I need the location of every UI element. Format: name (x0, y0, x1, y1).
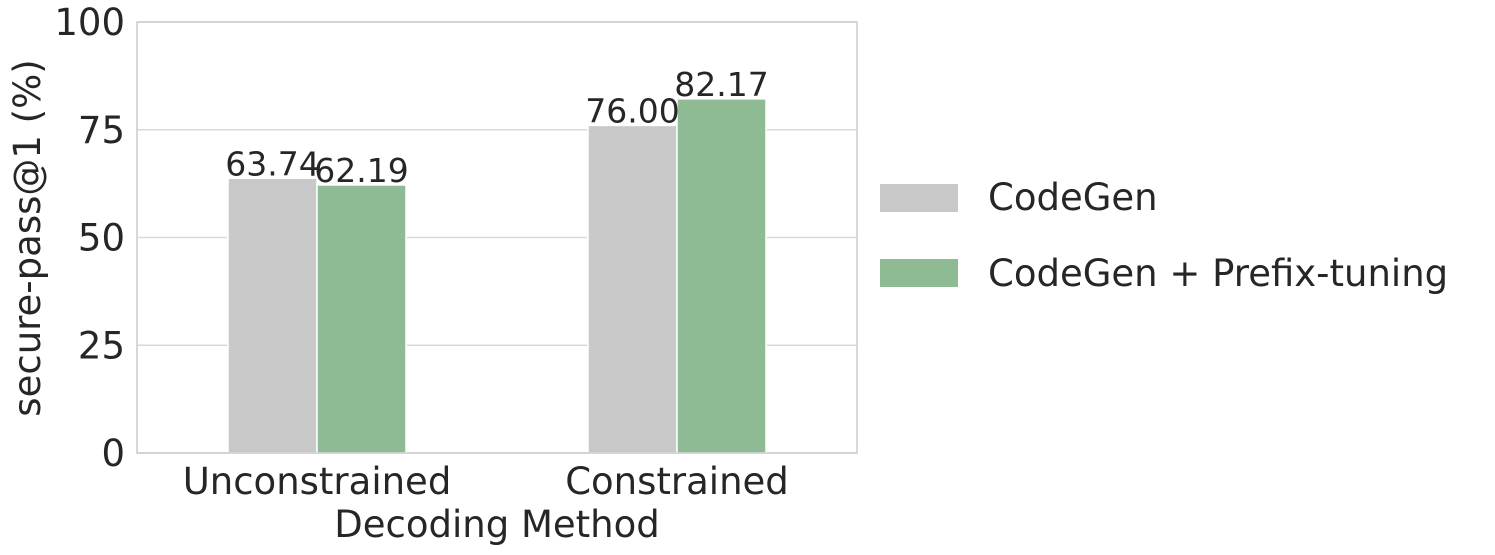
legend-label-codegen-prefix-tuning: CodeGen + Prefix-tuning (988, 252, 1448, 295)
x-tick-label-unconstrained: Unconstrained (183, 460, 452, 503)
x-axis-label: Decoding Method (334, 503, 659, 546)
y-tick-label: 50 (78, 217, 125, 260)
legend-swatch-codegen-prefix-tuning (880, 259, 958, 287)
legend-label-codegen: CodeGen (988, 176, 1158, 219)
value-label-codegen-prefix-tuning-constrained: 82.17 (674, 65, 768, 104)
x-axis-ticks: Unconstrained Constrained (183, 460, 789, 503)
legend-swatch-codegen (880, 184, 958, 212)
value-label-codegen-constrained: 76.00 (585, 91, 679, 130)
bars (227, 98, 767, 454)
y-axis-ticks: 0 25 50 75 100 (54, 1, 125, 475)
legend: CodeGen CodeGen + Prefix-tuning (880, 176, 1448, 295)
plot-frame (136, 21, 858, 454)
bar-codegen-constrained (587, 124, 678, 454)
value-label-codegen-prefix-tuning-unconstrained: 62.19 (314, 151, 408, 190)
y-tick-label: 75 (78, 109, 125, 152)
y-tick-label: 25 (78, 324, 125, 367)
bar-codegen-unconstrained (227, 177, 318, 454)
y-axis-label: secure-pass@1 (%) (6, 59, 49, 416)
bar-codegen-prefix-tuning-constrained (676, 98, 767, 454)
y-tick-label: 0 (101, 432, 125, 475)
x-tick-label-constrained: Constrained (565, 460, 789, 503)
bar-codegen-prefix-tuning-unconstrained (316, 184, 407, 454)
y-tick-label: 100 (54, 1, 125, 44)
value-label-codegen-unconstrained: 63.74 (225, 144, 319, 183)
